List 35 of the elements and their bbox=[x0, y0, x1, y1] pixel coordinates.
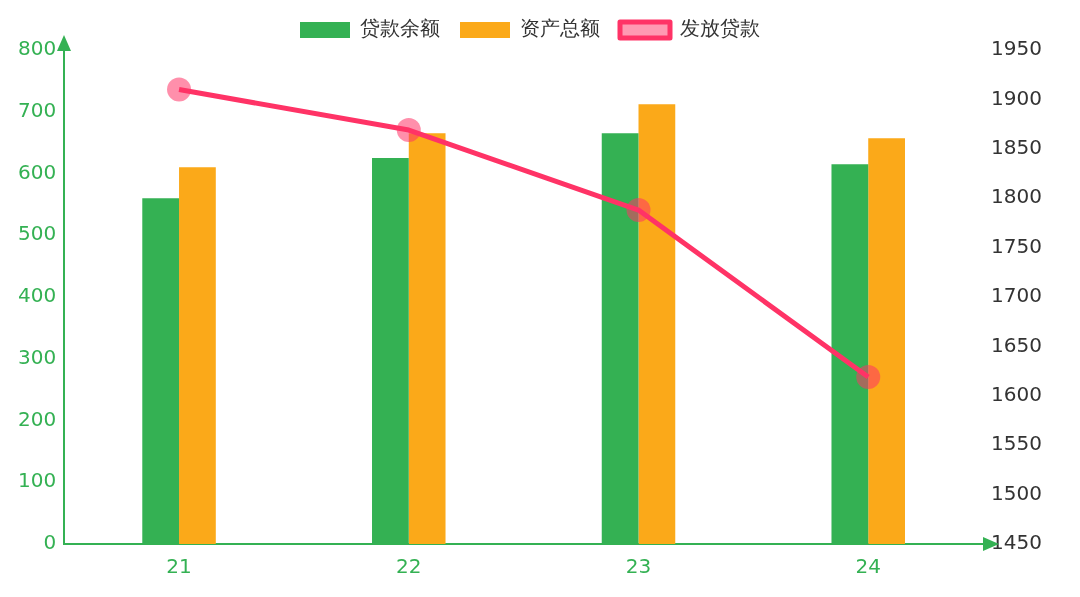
y-tick-label: 0 bbox=[43, 530, 57, 555]
legend-label: 贷款余额 bbox=[360, 16, 440, 41]
y2-tick-label: 1450 bbox=[991, 530, 1043, 555]
point bbox=[626, 198, 651, 223]
x-tick-label: 22 bbox=[396, 554, 422, 579]
bar bbox=[179, 167, 216, 544]
y2-tick-label: 1600 bbox=[991, 382, 1043, 406]
point bbox=[396, 118, 421, 143]
bar bbox=[408, 133, 446, 544]
bar bbox=[638, 104, 676, 544]
y2-tick-label: 1950 bbox=[991, 36, 1043, 61]
y-tick-label: 300 bbox=[17, 344, 57, 369]
y2-tick-label: 1850 bbox=[991, 135, 1043, 159]
y2-tick-label: 1800 bbox=[991, 184, 1043, 209]
point bbox=[167, 77, 192, 102]
y-tick-label: 400 bbox=[17, 283, 57, 308]
x-tick-label: 24 bbox=[855, 554, 881, 579]
y2-tick-label: 1700 bbox=[991, 283, 1043, 308]
y2-tick-label: 1750 bbox=[991, 233, 1043, 258]
legend-label: 发放贷款 bbox=[680, 16, 760, 41]
y-tick-label: 600 bbox=[17, 159, 57, 184]
y-tick-label: 200 bbox=[17, 406, 57, 431]
y-tick-label: 500 bbox=[17, 221, 57, 246]
bar bbox=[868, 138, 905, 544]
point bbox=[856, 365, 881, 390]
y2-tick-label: 1550 bbox=[991, 431, 1043, 456]
y-tick-label: 100 bbox=[17, 468, 57, 493]
x-tick-label: 23 bbox=[625, 554, 652, 579]
y-tick-label: 800 bbox=[17, 36, 57, 61]
y-tick-label: 700 bbox=[17, 97, 57, 122]
y2-tick-label: 1650 bbox=[991, 332, 1043, 357]
x-tick-label: 21 bbox=[166, 554, 192, 579]
y2-tick-label: 1900 bbox=[991, 85, 1043, 110]
legend-label: 资产总额 bbox=[520, 16, 600, 41]
y2-tick-label: 1500 bbox=[991, 480, 1043, 505]
